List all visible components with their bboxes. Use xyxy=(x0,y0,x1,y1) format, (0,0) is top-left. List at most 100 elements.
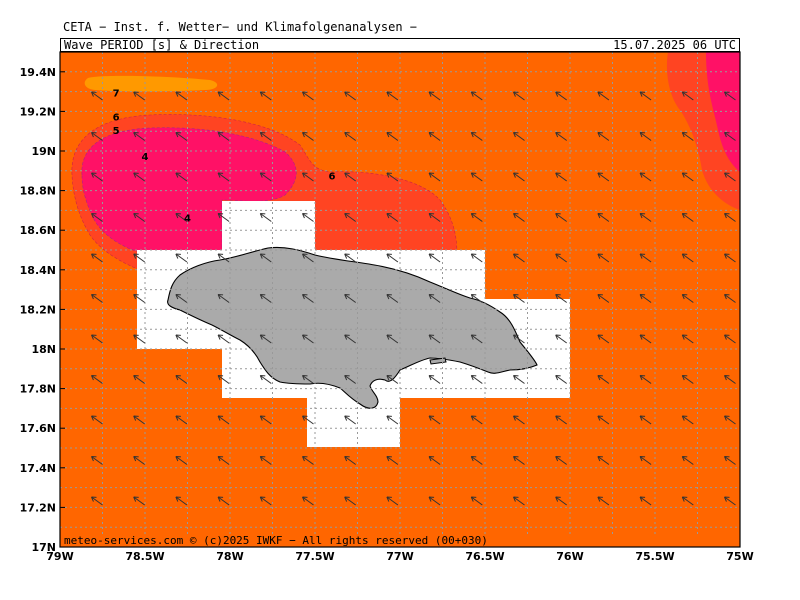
wave-arrow xyxy=(217,375,230,384)
wave-arrow xyxy=(302,213,314,222)
x-tick-label: 75W xyxy=(726,550,753,563)
wave-arrow xyxy=(217,496,230,506)
wave-arrow xyxy=(175,334,188,344)
wave-arrow xyxy=(639,253,652,263)
period-7-zone xyxy=(84,75,218,92)
wave-arrow xyxy=(724,334,736,344)
contour-labels: 7 6 5 4 6 4 xyxy=(113,89,336,225)
grid-lines xyxy=(60,52,740,547)
y-tick-label: 17N xyxy=(31,541,56,554)
wave-arrow xyxy=(259,496,272,506)
y-tick-label: 18.6N xyxy=(20,224,56,237)
y-tick-label: 19N xyxy=(31,145,56,158)
wave-arrow xyxy=(217,91,230,101)
wave-arrow xyxy=(470,91,483,101)
wave-arrow xyxy=(344,91,356,101)
wave-arrow xyxy=(639,415,652,425)
wave-arrow xyxy=(344,132,356,141)
wave-arrow xyxy=(175,213,188,222)
period-5-zone-northwest xyxy=(81,127,297,261)
wave-arrow xyxy=(91,172,103,182)
contour-label: 5 xyxy=(113,126,120,137)
wave-arrow xyxy=(175,415,188,425)
wave-arrow xyxy=(344,253,356,263)
wave-arrow xyxy=(259,132,272,141)
wave-arrow xyxy=(386,253,399,263)
wave-arrow xyxy=(344,415,356,425)
wave-arrow xyxy=(724,456,736,465)
y-tick-label: 18.4N xyxy=(20,264,56,277)
wave-arrow xyxy=(470,496,483,506)
wave-arrow xyxy=(513,132,525,141)
wave-arrow xyxy=(681,132,694,141)
wave-arrow xyxy=(91,213,103,222)
wave-arrow xyxy=(302,334,314,344)
x-tick-label: 77.5W xyxy=(295,550,334,563)
wave-arrow xyxy=(428,172,441,182)
wave-arrow xyxy=(555,334,567,344)
y-tick-label: 19.2N xyxy=(20,105,56,118)
wave-arrow xyxy=(259,375,272,384)
wave-arrow xyxy=(681,253,694,263)
x-tick-label: 78W xyxy=(216,550,243,563)
wave-arrow xyxy=(513,172,525,182)
wave-arrow xyxy=(681,294,694,303)
wave-arrow xyxy=(513,496,525,506)
credit-bar xyxy=(60,534,740,547)
wave-arrow xyxy=(386,294,399,303)
wave-arrow xyxy=(681,213,694,222)
wave-arrow xyxy=(133,294,145,303)
x-tick-label: 78.5W xyxy=(125,550,164,563)
wave-arrow xyxy=(470,334,483,344)
wave-arrow xyxy=(597,496,610,506)
wave-arrow xyxy=(597,172,610,182)
wave-arrow xyxy=(724,294,736,303)
wave-arrow xyxy=(555,172,567,182)
wave-arrow xyxy=(344,456,356,465)
wave-arrow xyxy=(91,253,103,263)
y-tick-label: 17.4N xyxy=(20,462,56,475)
wave-arrow xyxy=(344,213,356,222)
wave-arrow xyxy=(302,132,314,141)
wave-arrow xyxy=(133,253,145,263)
wave-arrow xyxy=(259,253,272,263)
wave-arrow xyxy=(217,172,230,182)
wave-arrow xyxy=(175,172,188,182)
wave-arrow xyxy=(681,456,694,465)
wave-arrow xyxy=(133,132,145,141)
wave-arrow xyxy=(175,132,188,141)
wave-arrow xyxy=(555,132,567,141)
axis-ticks: 79W 78.5W 78W 77.5W 77W 76.5W 76W 75.5W 75W 17N 17… xyxy=(20,66,754,563)
wave-arrow xyxy=(133,496,145,506)
wave-arrow xyxy=(91,132,103,141)
wave-arrow xyxy=(597,415,610,425)
y-tick-label: 18N xyxy=(31,343,56,356)
wave-arrow xyxy=(91,375,103,384)
wave-arrow xyxy=(724,253,736,263)
wave-arrow xyxy=(681,91,694,101)
wave-arrow xyxy=(724,496,736,506)
wave-arrow xyxy=(470,375,483,384)
wave-arrow xyxy=(133,91,145,101)
wave-arrow xyxy=(513,91,525,101)
wave-arrow xyxy=(513,294,525,303)
wave-arrow xyxy=(91,294,103,303)
wave-arrow xyxy=(470,415,483,425)
wave-arrow xyxy=(259,91,272,101)
credit-text: meteo-services.com © (c)2025 IWKF − All … xyxy=(64,534,488,547)
wave-arrow xyxy=(217,456,230,465)
wave-arrow xyxy=(386,91,399,101)
map-frame xyxy=(59,51,741,548)
wave-arrow xyxy=(302,496,314,506)
wave-arrow xyxy=(639,294,652,303)
wave-arrow xyxy=(302,253,314,263)
wave-arrow xyxy=(513,415,525,425)
wave-arrow xyxy=(386,375,399,384)
wave-arrow xyxy=(724,91,736,101)
contour-label: 4 xyxy=(184,213,191,224)
wave-arrow xyxy=(470,213,483,222)
contour-label: 4 xyxy=(142,152,149,163)
wave-direction-arrows xyxy=(91,91,736,546)
wave-arrow xyxy=(639,456,652,465)
